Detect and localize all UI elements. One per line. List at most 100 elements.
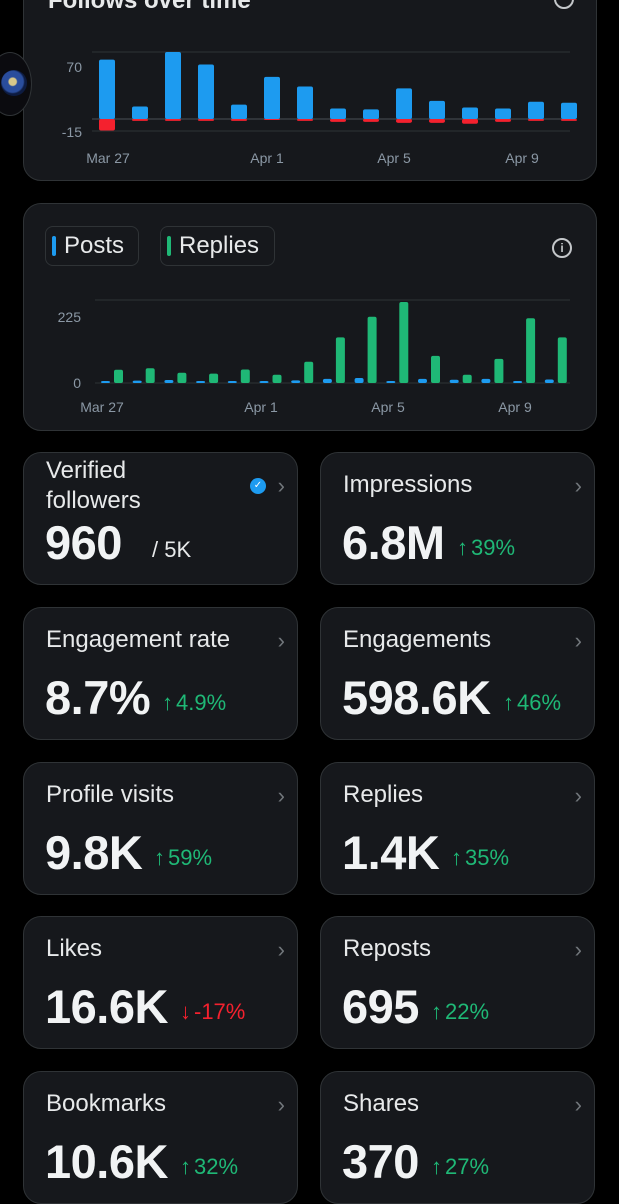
metric-card-verified-followers[interactable]: Verified followers › ✓ 960 / 5K: [23, 452, 298, 585]
x-tick-label: Apr 1: [250, 150, 284, 166]
posts-bar: [544, 379, 554, 383]
follow-bar: [561, 102, 577, 119]
metric-change-value: 4.9%: [176, 690, 227, 715]
metric-label: Profile visits: [46, 781, 175, 808]
y-tick-label: 225: [58, 309, 82, 325]
follow-bar: [132, 106, 148, 119]
metric-card-profile-visits[interactable]: Profile visits › 9.8K ↑ 59%: [23, 762, 298, 895]
metric-change: ↑ 59%: [154, 845, 212, 871]
metric-card-impressions[interactable]: Impressions › 6.8M ↑ 39%: [320, 452, 595, 585]
posts-bar: [196, 380, 206, 383]
chevron-right-icon[interactable]: ›: [574, 628, 582, 653]
metric-label: Engagement rate: [46, 626, 231, 653]
unfollow-bar: [99, 119, 115, 131]
x-tick-label: Apr 9: [498, 399, 532, 415]
unfollow-bar: [132, 119, 148, 121]
unfollow-bar: [363, 119, 379, 122]
replies-bar: [526, 318, 536, 383]
metric-value: 16.6K: [45, 980, 168, 1033]
unfollow-bar: [429, 119, 445, 123]
chevron-right-icon[interactable]: ›: [277, 937, 285, 962]
unfollow-bar: [561, 119, 577, 121]
metric-value: 10.6K: [45, 1135, 168, 1188]
replies-swatch: [167, 236, 171, 256]
legend-replies[interactable]: Replies: [160, 226, 275, 266]
metric-card-reposts[interactable]: Reposts › 695 ↑ 22%: [320, 916, 595, 1049]
posts-bar: [132, 380, 142, 383]
metric-label: Verified followers: [46, 457, 141, 514]
replies-bar: [399, 302, 409, 383]
posts-bar: [481, 378, 491, 383]
posts-bar: [227, 381, 237, 383]
arrow-up-icon: ↑: [162, 690, 173, 715]
posts-bar: [322, 378, 332, 383]
follow-bar: [462, 107, 478, 119]
metric-value: 8.7%: [45, 671, 151, 724]
metric-label: Bookmarks: [46, 1090, 167, 1117]
info-icon[interactable]: i: [552, 238, 572, 258]
follow-bar: [297, 86, 313, 119]
posts-bar: [259, 381, 269, 383]
metric-change-value: 59%: [168, 845, 213, 870]
metric-change-value: 35%: [465, 845, 510, 870]
chevron-right-icon[interactable]: ›: [574, 1092, 582, 1117]
legend-posts-label: Posts: [64, 232, 125, 259]
chevron-right-icon[interactable]: ›: [574, 937, 582, 962]
posts-bar: [354, 377, 364, 383]
metric-change: ↓ -17%: [180, 999, 245, 1025]
metric-value: 1.4K: [342, 826, 440, 879]
replies-bar: [145, 368, 155, 383]
metric-label: Engagements: [343, 626, 492, 653]
metric-change: ↑ 22%: [431, 999, 489, 1025]
metric-label: Reposts: [343, 935, 432, 962]
metric-change-value: 22%: [445, 999, 490, 1024]
metric-change: ↑ 4.9%: [162, 690, 226, 716]
chevron-right-icon[interactable]: ›: [277, 783, 285, 808]
metric-change-value: -17%: [194, 999, 246, 1024]
arrow-up-icon: ↑: [503, 690, 514, 715]
arrow-down-icon: ↓: [180, 999, 191, 1024]
replies-bar: [557, 337, 567, 383]
posts-bar: [101, 381, 110, 383]
legend-posts[interactable]: Posts: [45, 226, 139, 266]
legend-replies-label: Replies: [179, 232, 260, 259]
follow-bar: [429, 100, 445, 119]
replies-bar: [240, 369, 250, 383]
chevron-right-icon[interactable]: ›: [277, 628, 285, 653]
metric-change-value: 27%: [445, 1154, 490, 1179]
posts-swatch: [52, 236, 56, 256]
metric-card-bookmarks[interactable]: Bookmarks › 10.6K ↑ 32%: [23, 1071, 298, 1204]
x-tick-label: Mar 27: [86, 150, 130, 166]
chevron-right-icon[interactable]: ›: [574, 473, 582, 498]
metric-value: 960: [45, 516, 122, 569]
chevron-right-icon[interactable]: ›: [277, 473, 285, 498]
arrow-up-icon: ↑: [431, 1154, 442, 1179]
metric-card-replies[interactable]: Replies › 1.4K ↑ 35%: [320, 762, 595, 895]
chevron-right-icon[interactable]: ›: [574, 783, 582, 808]
metric-card-shares[interactable]: Shares › 370 ↑ 27%: [320, 1071, 595, 1204]
follow-bar: [99, 59, 115, 119]
metric-card-engagements[interactable]: Engagements › 598.6K ↑ 46%: [320, 607, 595, 740]
x-tick-label: Apr 5: [371, 399, 405, 415]
posts-bar: [164, 380, 174, 383]
chevron-right-icon[interactable]: ›: [277, 1092, 285, 1117]
unfollow-bar: [264, 119, 280, 120]
arrow-up-icon: ↑: [154, 845, 165, 870]
metric-change: ↑ 35%: [451, 845, 509, 871]
metric-card-engagement-rate[interactable]: Engagement rate › 8.7% ↑ 4.9%: [23, 607, 298, 740]
metric-change: ↑ 32%: [180, 1154, 238, 1180]
replies-bar: [114, 369, 123, 383]
unfollow-bar: [330, 119, 346, 122]
replies-bar: [272, 374, 282, 383]
x-tick-label: Apr 5: [377, 150, 411, 166]
metric-value: 370: [342, 1135, 419, 1188]
x-tick-label: Apr 1: [244, 399, 278, 415]
metric-label: Shares: [343, 1090, 420, 1117]
replies-bar: [177, 372, 187, 383]
y-tick-label: 70: [66, 59, 82, 75]
replies-bar: [209, 373, 219, 383]
unfollow-bar: [165, 119, 181, 121]
metric-card-likes[interactable]: Likes › 16.6K ↓ -17%: [23, 916, 298, 1049]
x-tick-label: Mar 27: [80, 399, 124, 415]
